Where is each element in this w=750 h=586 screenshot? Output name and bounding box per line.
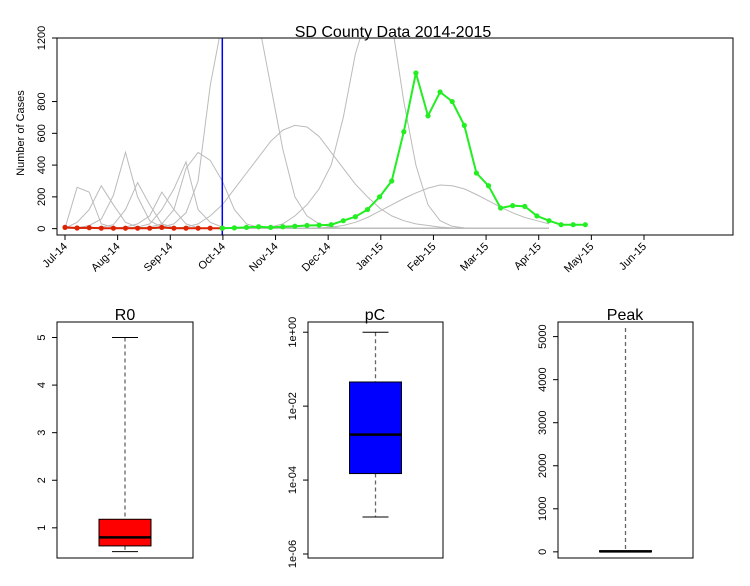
y-tick-label: 200 (36, 188, 48, 206)
observed-forecast-point (534, 213, 540, 219)
r0-box (98, 518, 152, 547)
pc-y-tick-label: 1e-04 (287, 466, 299, 494)
x-tick-label: Jun-15 (617, 241, 649, 273)
observed-forecast-point (546, 218, 552, 224)
x-tick-label: Feb-15 (405, 241, 438, 274)
observed-forecast-point (473, 170, 479, 176)
y-tick-label: 0 (36, 226, 48, 232)
pc-panel-title: pC (365, 307, 385, 324)
observed-forecast-point (413, 70, 419, 76)
r0-panel-title: R0 (115, 307, 136, 324)
peak-y-tick-label: 1000 (537, 497, 549, 521)
peak-y-tick-label: 5000 (537, 324, 549, 348)
r0-y-tick-label: 2 (36, 477, 48, 483)
observed-fit-point (122, 225, 129, 231)
observed-forecast-point (256, 224, 262, 230)
y-axis-label: Number of Cases (15, 90, 27, 176)
observed-forecast-point (425, 113, 431, 119)
simulation-line-10 (65, 184, 550, 229)
peak-y-tick-label: 0 (537, 549, 549, 555)
x-tick-label: May-15 (562, 241, 596, 275)
simulation-line-2 (64, 150, 549, 229)
chart-title: SD County Data 2014-2015 (295, 24, 492, 41)
x-tick-label: Nov-14 (247, 241, 281, 275)
pc-panel-frame (307, 321, 444, 559)
r0-y-tick-label: 1 (36, 525, 48, 531)
x-tick-label: Dec-14 (300, 241, 334, 275)
observed-forecast-line (222, 72, 586, 230)
simulation-group (64, 38, 550, 229)
observed-fit-point (183, 225, 189, 231)
observed-forecast-point (485, 183, 492, 189)
observed-forecast-point (461, 122, 467, 128)
observed-forecast-point (510, 203, 516, 209)
x-tick-label: Apr-15 (512, 241, 544, 273)
observed-fit-point (159, 224, 165, 230)
observed-forecast-point (401, 129, 407, 135)
simulation-line-6 (65, 151, 549, 229)
r0-panel-frame (56, 321, 194, 559)
observed-fit-point (62, 224, 68, 230)
peak-panel-frame (557, 321, 694, 559)
observed-fit-point (147, 225, 153, 231)
peak-y-tick-label: 2000 (537, 454, 549, 478)
x-tick-label: Sep-14 (142, 241, 176, 275)
pc-y-tick-label: 1e-02 (287, 392, 299, 420)
y-tick-label: 400 (36, 156, 48, 174)
observed-fit-point (171, 225, 177, 231)
observed-fit-point (74, 225, 80, 231)
observed-forecast-point (328, 222, 334, 228)
y-tick-label: 800 (36, 92, 48, 110)
observed-forecast-point (377, 194, 383, 200)
simulation-line-8 (65, 124, 549, 229)
x-tick-label: Aug-14 (89, 241, 123, 275)
observed-forecast-point (364, 206, 371, 213)
observed-fit-point (110, 225, 116, 231)
observed-forecast-point (280, 224, 286, 230)
x-tick-label: Mar-15 (458, 241, 491, 274)
observed-fit-point (207, 225, 213, 231)
observed-fit-point (98, 225, 104, 231)
observed-forecast-point (340, 218, 346, 224)
r0-y-tick-label: 5 (36, 334, 48, 340)
observed-forecast-point (304, 222, 310, 229)
peak-y-tick-label: 4000 (537, 367, 549, 391)
observed-fit-point (135, 225, 141, 231)
observed-forecast-point (219, 225, 225, 231)
observed-forecast-point (352, 214, 358, 220)
r0-y-tick-label: 4 (36, 382, 48, 388)
observed-forecast-point (558, 222, 564, 228)
observed-forecast-point (570, 222, 576, 228)
observed-forecast-point (292, 223, 298, 229)
y-tick-label: 600 (36, 124, 48, 142)
top-plot-frame (56, 37, 734, 236)
pc-y-tick-label: 1e+00 (287, 317, 299, 348)
peak-panel-title: Peak (607, 307, 644, 324)
y-tick-label: 1200 (36, 26, 48, 50)
observed-fit-point (86, 225, 92, 231)
observed-forecast-point (498, 205, 504, 211)
x-tick-label: Jul-14 (40, 241, 70, 271)
x-tick-label: Jan-15 (354, 241, 386, 273)
observed-forecast-point (582, 222, 588, 228)
observed-forecast-point (522, 203, 528, 210)
observed-forecast-point (243, 224, 250, 230)
peak-y-tick-label: 3000 (537, 410, 549, 434)
pc-y-tick-label: 1e-06 (287, 540, 299, 568)
observed-forecast-point (449, 98, 455, 105)
simulation-line-1 (64, 184, 549, 229)
observed-forecast-point (437, 89, 443, 95)
pc-box (349, 381, 402, 475)
x-tick-label: Oct-14 (196, 241, 228, 273)
observed-fit-point (195, 225, 201, 231)
r0-y-tick-label: 3 (36, 430, 48, 436)
observed-forecast-point (231, 225, 237, 231)
observed-forecast-point (389, 178, 395, 184)
simulation-line-0 (64, 186, 549, 229)
observed-forecast-point (268, 224, 274, 230)
observed-forecast-point (316, 222, 322, 228)
